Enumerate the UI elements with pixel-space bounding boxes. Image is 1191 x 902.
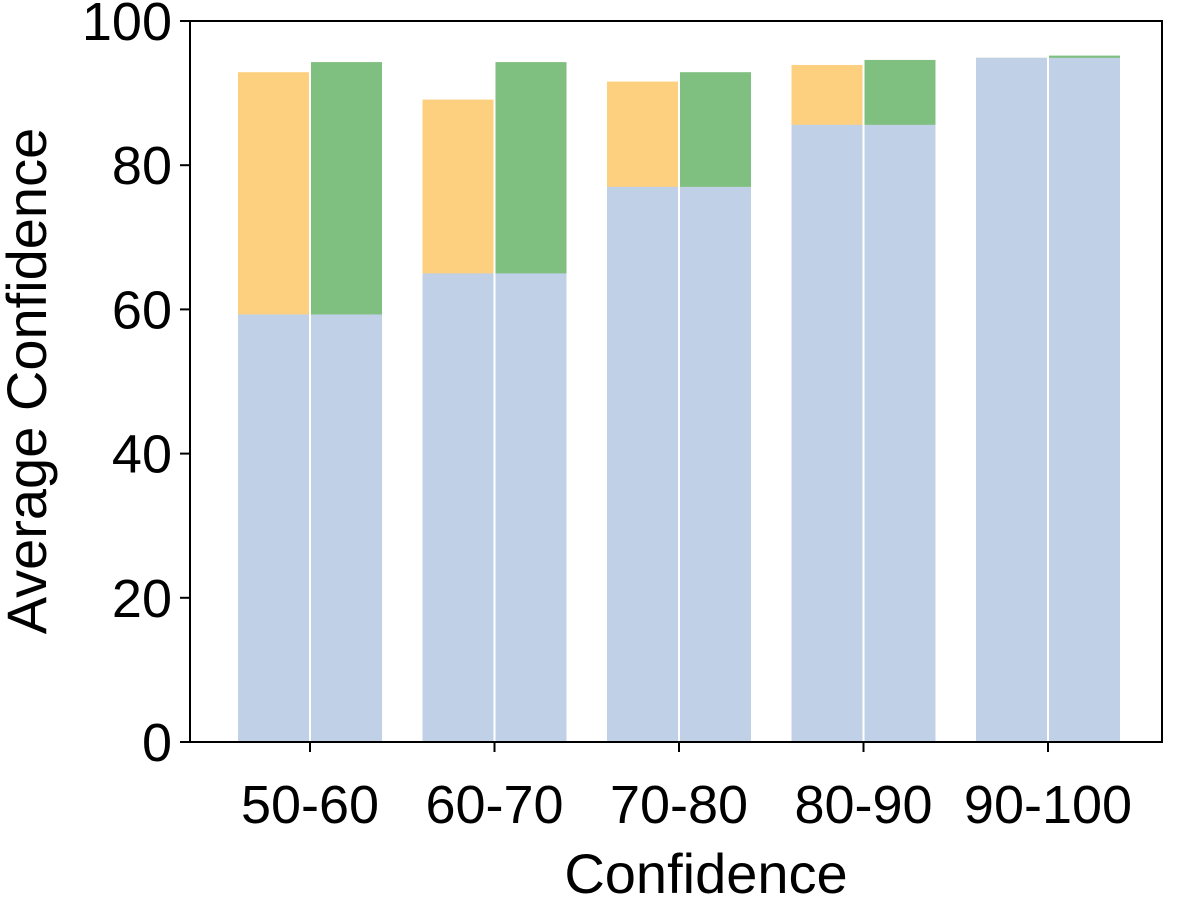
- bar-base-60-70-group2: [495, 273, 567, 742]
- bar-base-50-60-group2: [311, 314, 382, 742]
- plot-frame: [189, 20, 1163, 743]
- y-tick-label-100: 100: [82, 0, 172, 52]
- x-tick-label-60-70: 60-70: [425, 775, 563, 835]
- bar-base-80-90-group1: [791, 124, 863, 743]
- bar-base-70-80-group1: [607, 186, 678, 742]
- bar-base-50-60-group1: [238, 314, 309, 742]
- y-tick-label-20: 20: [112, 569, 172, 629]
- y-tick-label-0: 0: [142, 713, 172, 773]
- y-tick-label-60: 60: [112, 280, 172, 340]
- bar-base-70-80-group2: [680, 186, 751, 742]
- y-axis-label: Average Confidence: [0, 128, 58, 634]
- x-tick-label-70-80: 70-80: [610, 775, 748, 835]
- bar-base-90-100-group2: [1049, 57, 1120, 743]
- bar-base-60-70-group1: [422, 273, 494, 742]
- bar-base-80-90-group2: [864, 124, 936, 743]
- bars-layer: [238, 55, 1120, 743]
- x-axis: 50-60 60-70 70-80 80-90 90-100: [241, 742, 1132, 835]
- bar-base-90-100-group1: [976, 57, 1047, 743]
- x-tick-label-90-100: 90-100: [964, 775, 1132, 835]
- x-tick-label-50-60: 50-60: [241, 775, 379, 835]
- y-axis: 0 20 40 60 80 100: [82, 0, 190, 773]
- y-tick-label-40: 40: [112, 425, 172, 485]
- x-axis-label: Confidence: [564, 842, 847, 902]
- y-tick-label-80: 80: [112, 136, 172, 196]
- x-tick-label-80-90: 80-90: [794, 775, 932, 835]
